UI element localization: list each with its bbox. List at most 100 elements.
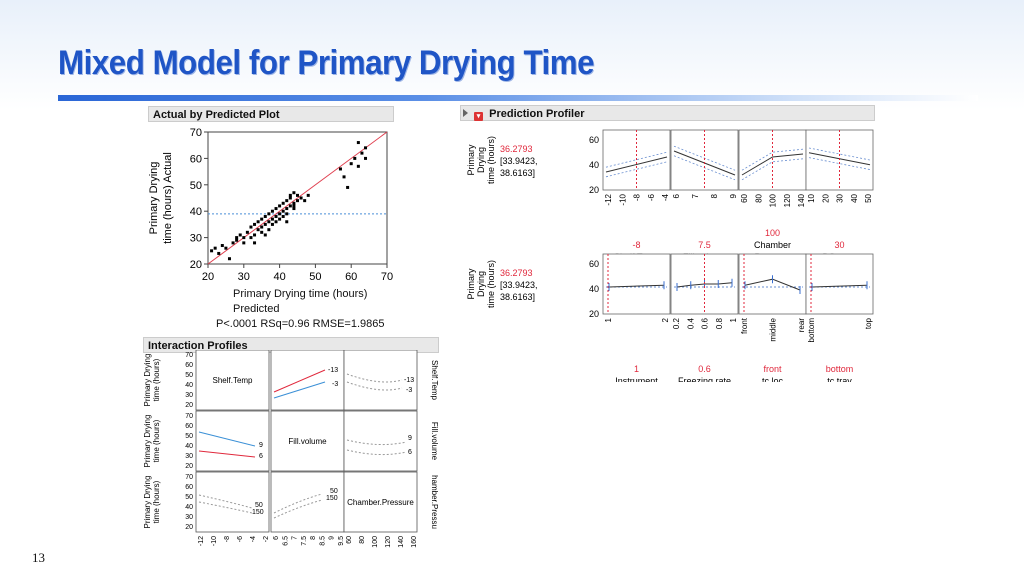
factor-name: Instrument (615, 376, 658, 382)
interaction-y-tick: 50 (185, 372, 193, 379)
profiler-x-tick: 0.8 (715, 317, 724, 329)
data-point (253, 233, 257, 237)
interaction-right-label: Shelf.Temp (430, 360, 439, 401)
data-point (306, 193, 310, 197)
interaction-line-dashed (273, 493, 323, 514)
interaction-x-tick: 120 (385, 536, 392, 548)
prediction-profiler-header[interactable]: ▾ Prediction Profiler (460, 105, 875, 121)
factor-current-value[interactable]: 30 (834, 240, 844, 250)
red-menu-icon[interactable]: ▾ (474, 112, 484, 121)
profiler-x-tick: front (740, 317, 749, 334)
slide-background (0, 0, 1024, 110)
data-point (274, 214, 278, 218)
profiler-ylabel-1: Primary (466, 144, 476, 175)
interaction-line-dashed (346, 439, 407, 446)
interaction-x-tick: 6.5 (282, 536, 289, 546)
interaction-diag-label: Chamber.Pressure (347, 498, 414, 507)
data-point (270, 217, 274, 221)
interaction-y-tick: 40 (185, 382, 193, 389)
factor-current-value[interactable]: 0.6 (698, 364, 711, 374)
data-point (303, 199, 307, 203)
data-point (231, 241, 235, 245)
factor-current-value[interactable]: 7.5 (698, 240, 711, 250)
profiler-y-tick: 40 (589, 284, 599, 294)
profiler-x-tick: 30 (836, 193, 845, 202)
y-axis-label-2: time (hours) Actual (162, 152, 174, 244)
factor-current-value[interactable]: 100 (765, 228, 780, 238)
interaction-level-label: 150 (326, 495, 338, 502)
interaction-ylabel-1: Primary Drying (143, 476, 152, 529)
factor-current-value[interactable]: front (763, 364, 782, 374)
interaction-level-label: 50 (330, 488, 338, 495)
factor-current-value[interactable]: -8 (632, 240, 640, 250)
interaction-y-tick: 30 (185, 392, 193, 399)
interaction-x-tick: 60 (346, 536, 353, 544)
ci-lower: [33.9423, (500, 280, 538, 290)
title-underline (58, 95, 978, 101)
data-point (356, 164, 360, 168)
profile-curve (608, 284, 665, 288)
profiler-y-tick: 20 (589, 185, 599, 195)
profiler-x-tick: 0.4 (686, 317, 695, 329)
data-point (217, 251, 221, 255)
data-point (242, 236, 246, 240)
interaction-y-tick: 50 (185, 433, 193, 440)
interaction-ylabel-1: Primary Drying (143, 415, 152, 468)
y-tick-label: 60 (190, 153, 202, 165)
data-point (288, 204, 292, 208)
factor-current-value[interactable]: bottom (826, 364, 854, 374)
data-point (292, 201, 296, 205)
actual-by-predicted-header[interactable]: Actual by Predicted Plot (148, 106, 394, 122)
interaction-profiles-header[interactable]: Interaction Profiles (143, 337, 439, 353)
data-point (253, 241, 257, 245)
data-point (342, 175, 346, 179)
profiler-x-tick: bottom (807, 318, 816, 343)
data-point (224, 246, 228, 250)
interaction-x-tick: -12 (198, 536, 205, 546)
data-point (260, 225, 264, 229)
interaction-y-tick: 20 (185, 402, 193, 409)
data-point (278, 217, 282, 221)
profiler-x-tick: 8 (710, 193, 719, 198)
data-point (235, 236, 239, 240)
interaction-level-label: 9 (408, 435, 412, 442)
interaction-x-tick: -10 (211, 536, 218, 546)
profiler-y-tick: 60 (589, 259, 599, 269)
data-point (227, 257, 231, 261)
y-tick-label: 30 (190, 233, 202, 245)
disclosure-icon[interactable] (463, 109, 468, 117)
data-point (278, 204, 282, 208)
profiler-y-tick: 20 (589, 309, 599, 319)
profiler-x-tick: 60 (740, 193, 749, 202)
data-point (263, 222, 267, 226)
factor-current-value[interactable]: 1 (634, 364, 639, 374)
x-tick-label: 70 (381, 271, 393, 283)
profiler-x-tick: 10 (807, 193, 816, 202)
profiler-x-tick: -6 (647, 193, 656, 201)
interaction-x-tick: -4 (250, 536, 257, 542)
interaction-level-label: -13 (328, 367, 338, 374)
interaction-profiles-title: Interaction Profiles (148, 340, 248, 352)
interaction-cell (270, 350, 345, 411)
data-point (213, 246, 217, 250)
profiler-x-tick: 40 (850, 193, 859, 202)
interaction-level-label: -3 (406, 387, 412, 394)
profiler-x-tick: 100 (769, 193, 778, 207)
data-point (281, 214, 285, 218)
data-point (296, 199, 299, 203)
profiler-x-tick: 7 (691, 193, 700, 198)
profiler-cell[interactable] (602, 253, 671, 315)
data-point (288, 196, 292, 200)
interaction-line-blue (273, 381, 326, 399)
interaction-line-dashed (198, 501, 253, 514)
x-axis-label-2: Predicted (233, 303, 280, 315)
y-axis-label-1: Primary Drying (148, 162, 160, 235)
data-point (220, 244, 224, 248)
interaction-ylabel-2: time (hours) (152, 419, 161, 462)
interaction-ylabel-2: time (hours) (152, 480, 161, 523)
interaction-y-tick: 40 (185, 504, 193, 511)
interaction-diag-label: Fill.volume (288, 437, 327, 446)
data-point (260, 217, 264, 221)
data-point (285, 207, 289, 211)
profiler-cell[interactable] (805, 253, 874, 315)
